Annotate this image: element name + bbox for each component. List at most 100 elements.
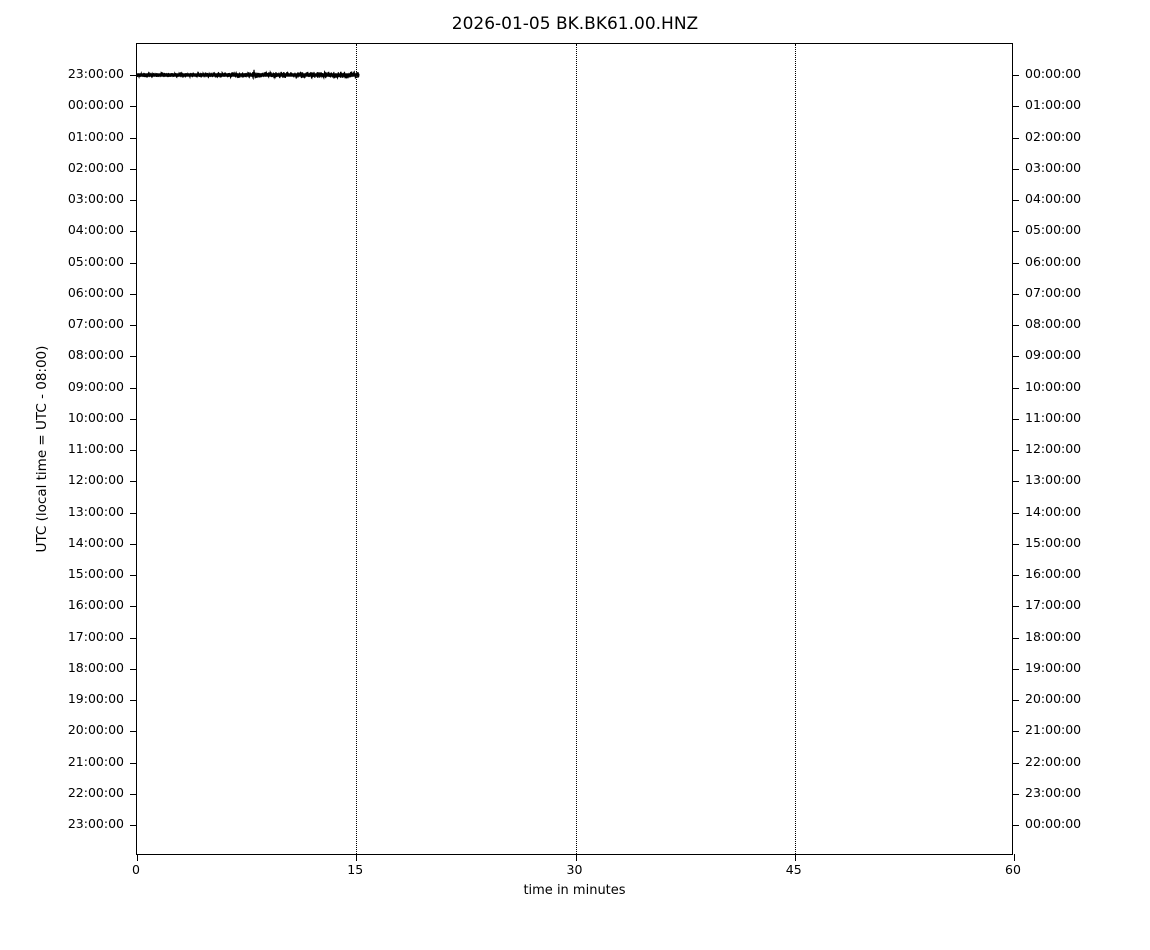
gridline-vertical [575,44,577,854]
y-axis-label-right: 08:00:00 [1025,316,1082,331]
y-axis-label-left: 09:00:00 [67,378,124,394]
y-axis-label-left: 00:00:00 [67,97,124,113]
y-axis-tick-left [130,418,137,420]
y-axis-tick-right [1012,356,1019,358]
y-axis-tick-left [130,793,137,795]
y-axis-tick-left [130,543,137,545]
y-axis-tick-left [130,231,137,233]
y-axis-label-left: 06:00:00 [67,284,124,300]
x-axis-tick-label: 60 [1005,862,1021,877]
x-axis-tick [794,854,796,861]
y-axis-tick-left [130,356,137,358]
x-axis-tick [356,854,358,861]
y-axis-tick-right [1012,106,1019,108]
gridline-vertical [794,44,796,854]
y-axis-tick-left [130,450,137,451]
y-axis-label-left: 12:00:00 [67,472,124,488]
y-axis-tick-left [130,325,137,326]
y-axis-label-left: 14:00:00 [67,534,124,550]
gridline-vertical [356,44,358,854]
y-axis-tick-left [130,293,137,295]
x-axis-tick-label: 0 [132,862,140,877]
y-axis-tick-left [130,825,137,826]
y-axis-label-right: 02:00:00 [1025,128,1082,144]
y-axis-label-right: 10:00:00 [1025,378,1082,394]
y-axis-label-right: 07:00:00 [1025,284,1082,300]
y-axis-tick-left [130,262,137,264]
y-axis-tick-left [130,75,137,76]
y-axis-label-left: 19:00:00 [67,691,124,706]
y-axis-tick-right [1012,700,1019,701]
y-axis-label-left: 01:00:00 [67,128,124,144]
y-axis-tick-right [1012,575,1019,576]
y-axis-tick-right [1012,262,1019,264]
y-axis-label-left: 03:00:00 [67,191,124,206]
y-axis-label-left: 18:00:00 [67,659,124,675]
y-axis-tick-right [1012,481,1019,483]
y-axis-label-right: 13:00:00 [1025,472,1082,488]
y-axis-label-left: 13:00:00 [67,503,124,519]
y-axis-label-right: 16:00:00 [1025,566,1082,581]
x-axis-tick [575,854,577,861]
x-axis-title: time in minutes [523,883,626,898]
y-axis-tick-right [1012,668,1019,670]
y-axis-label-right: 09:00:00 [1025,347,1082,363]
plot-area [137,44,1012,854]
y-axis-label-left: 04:00:00 [67,222,124,238]
y-axis-tick-right [1012,75,1019,76]
y-axis-label-right: 15:00:00 [1025,534,1082,550]
y-axis-label-right: 05:00:00 [1025,222,1082,238]
y-axis-label-left: 08:00:00 [67,347,124,363]
y-axis-label-left: 23:00:00 [67,816,124,831]
y-axis-label-left: 05:00:00 [67,253,124,269]
y-axis-label-right: 00:00:00 [1025,66,1082,81]
y-axis-tick-right [1012,200,1019,201]
y-axis-tick-right [1012,606,1019,608]
y-axis-label-right: 21:00:00 [1025,722,1082,738]
y-axis-label-right: 03:00:00 [1025,159,1082,175]
y-axis-label-right: 14:00:00 [1025,503,1082,519]
x-axis-tick-label: 15 [347,862,364,877]
y-axis-tick-right [1012,325,1019,326]
y-axis-label-left: 23:00:00 [67,66,124,81]
page-title: 2026-01-05 BK.BK61.00.HNZ [451,14,699,34]
y-axis-tick-left [130,512,137,514]
y-axis-tick-right [1012,137,1019,139]
y-axis-label-left: 10:00:00 [67,409,124,425]
y-axis-label-left: 15:00:00 [67,566,124,581]
x-axis-tick-label: 30 [566,862,583,877]
y-axis-label-right: 17:00:00 [1025,597,1082,613]
y-axis-tick-left [130,481,137,483]
y-axis-tick-left [130,106,137,108]
y-axis-label-right: 22:00:00 [1025,753,1082,769]
y-axis-label-right: 20:00:00 [1025,691,1082,706]
y-axis-label-left: 22:00:00 [67,784,124,800]
y-axis-tick-right [1012,418,1019,420]
y-axis-tick-left [130,606,137,608]
y-axis-label-left: 16:00:00 [67,597,124,613]
y-axis-label-right: 01:00:00 [1025,97,1082,113]
y-axis-tick-right [1012,168,1019,170]
y-axis-tick-right [1012,762,1019,764]
y-axis-label-right: 23:00:00 [1025,784,1082,800]
y-axis-label-left: 02:00:00 [67,159,124,175]
y-axis-tick-left [130,700,137,701]
y-axis-tick-left [130,168,137,170]
y-axis-tick-right [1012,293,1019,295]
x-axis-tick [137,854,138,861]
y-axis-tick-right [1012,543,1019,545]
y-axis-label-right: 12:00:00 [1025,441,1082,456]
y-axis-tick-right [1012,231,1019,233]
y-axis-tick-left [130,575,137,576]
y-axis-label-right: 18:00:00 [1025,628,1082,644]
y-axis-tick-right [1012,793,1019,795]
y-axis-label-right: 04:00:00 [1025,191,1082,206]
y-axis-tick-right [1012,637,1019,639]
y-axis-tick-left [130,731,137,733]
y-axis-label-left: 07:00:00 [67,316,124,331]
y-axis-label-left: 20:00:00 [67,722,124,738]
y-axis-tick-left [130,668,137,670]
y-axis-tick-left [130,137,137,139]
trace-core [137,73,360,77]
